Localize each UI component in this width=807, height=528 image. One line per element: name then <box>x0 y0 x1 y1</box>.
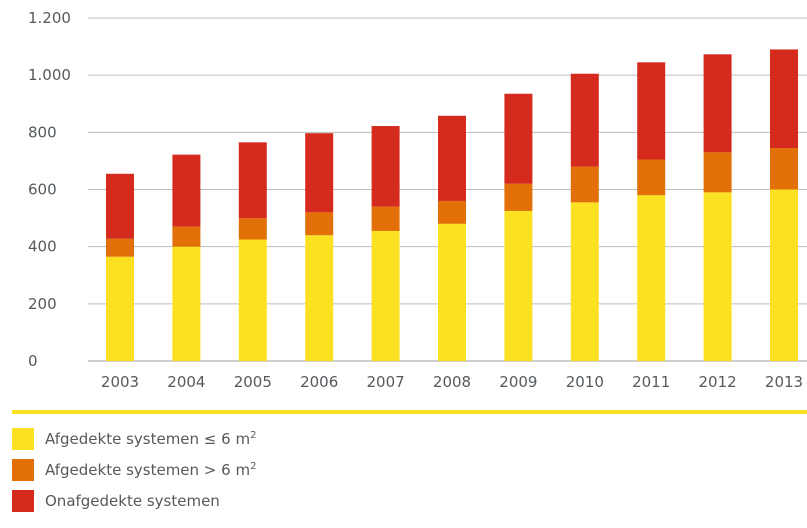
stacked-bar-chart: 0 200 400 600 800 1.000 1.200 2003 2004 2005 2006… <box>12 9 807 414</box>
bar-segment <box>106 173 134 239</box>
x-tick-label: 2006 <box>300 373 338 391</box>
bar-segment <box>106 238 134 257</box>
x-tick-label: 2008 <box>433 373 471 391</box>
bar-segment <box>504 210 533 361</box>
y-tick-label: 400 <box>28 238 57 256</box>
x-axis-ticks: 2003 2004 2005 2006 2007 2008 2009 2010 2011 2012… <box>101 373 803 391</box>
legend-label: Afgedekte systemen > 6 m <box>45 461 251 479</box>
x-tick-label: 2010 <box>566 373 604 391</box>
bar-segment <box>637 62 666 160</box>
x-tick-label: 2005 <box>234 373 272 391</box>
bar-segment <box>637 195 666 361</box>
bar-segment <box>438 115 466 201</box>
bar-segment <box>504 93 533 184</box>
bar-segment <box>438 200 466 224</box>
legend: Afgedekte systemen ≤ 6 m2 Afgedekte syst… <box>12 428 256 521</box>
legend-item-covered-small: Afgedekte systemen ≤ 6 m2 <box>12 428 256 450</box>
bar-segment <box>570 202 599 361</box>
y-axis-ticks: 0 200 400 600 800 1.000 1.200 <box>28 9 71 370</box>
bar-segment <box>371 126 400 207</box>
bar-segment <box>637 159 666 196</box>
bar-segment <box>238 239 267 361</box>
bar-segment <box>438 223 466 361</box>
y-tick-label: 1.200 <box>28 9 71 27</box>
bar-segment <box>570 166 599 203</box>
bar-segment <box>371 206 400 231</box>
bar-segment <box>305 133 334 213</box>
x-tick-label: 2013 <box>765 373 803 391</box>
bar-segment <box>703 54 732 153</box>
legend-item-uncovered: Onafgedekte systemen <box>12 490 256 512</box>
bar-segment <box>106 256 134 361</box>
y-tick-label: 800 <box>28 123 57 141</box>
legend-label: Onafgedekte systemen <box>45 492 220 510</box>
bar-segment <box>770 189 798 361</box>
bar-segment <box>371 230 400 361</box>
bar-segment <box>238 142 267 219</box>
bar-segment <box>172 154 201 227</box>
bar-segment <box>172 226 201 247</box>
bar-segment <box>703 152 732 193</box>
legend-item-covered-large: Afgedekte systemen > 6 m2 <box>12 459 256 481</box>
bar-segment <box>305 235 334 361</box>
y-tick-label: 1.000 <box>28 66 71 84</box>
legend-superscript: 2 <box>250 430 257 441</box>
bar-segment <box>504 183 533 211</box>
x-tick-label: 2004 <box>167 373 205 391</box>
bar-segment <box>703 192 732 361</box>
legend-superscript: 2 <box>250 461 257 472</box>
legend-swatch <box>12 490 34 512</box>
bar-segment <box>770 49 798 149</box>
bar-segment <box>305 212 334 236</box>
bar-segment <box>172 246 201 361</box>
bar-segment <box>238 218 267 240</box>
bars <box>106 49 798 361</box>
x-tick-label: 2011 <box>632 373 670 391</box>
x-tick-label: 2012 <box>699 373 737 391</box>
legend-swatch <box>12 459 34 481</box>
bar-segment <box>570 73 599 167</box>
y-tick-label: 600 <box>28 181 57 199</box>
bar-segment <box>770 148 798 190</box>
x-tick-label: 2007 <box>367 373 405 391</box>
legend-swatch <box>12 428 34 450</box>
x-tick-label: 2003 <box>101 373 139 391</box>
x-tick-label: 2009 <box>499 373 537 391</box>
legend-label: Afgedekte systemen ≤ 6 m <box>45 430 251 448</box>
y-tick-label: 0 <box>28 352 38 370</box>
y-tick-label: 200 <box>28 295 57 313</box>
